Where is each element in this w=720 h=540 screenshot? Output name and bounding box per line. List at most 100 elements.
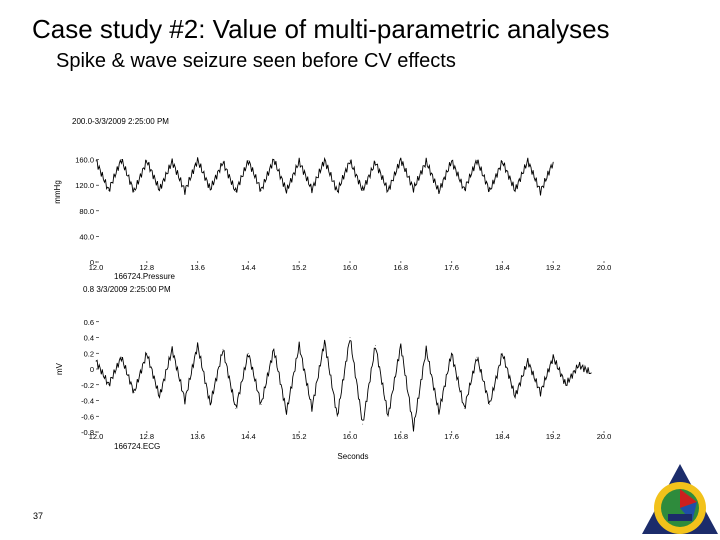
data-point bbox=[273, 159, 275, 161]
data-point bbox=[133, 392, 135, 394]
ecg-chart: 0.8 3/3/2009 2:25:00 PM mV 166724.ECG Secon… bbox=[55, 285, 611, 461]
data-point bbox=[438, 411, 440, 413]
x-tick-label: 14.4 bbox=[241, 263, 256, 272]
x-tick bbox=[146, 431, 148, 433]
society-emblem-icon bbox=[642, 464, 718, 534]
data-point bbox=[222, 161, 224, 163]
x-tick bbox=[400, 431, 402, 433]
x-tick bbox=[552, 261, 554, 263]
pressure-chart: 200.0-3/3/2009 2:25:00 PM mmHg 166724.Pres… bbox=[53, 117, 611, 281]
data-point bbox=[463, 189, 465, 191]
data-point bbox=[336, 415, 338, 417]
data-point bbox=[425, 161, 427, 162]
data-point bbox=[286, 190, 287, 192]
x-tick-label: 17.6 bbox=[444, 432, 459, 441]
x-tick-label: 19.2 bbox=[546, 263, 561, 272]
data-point bbox=[235, 191, 237, 193]
data-point bbox=[95, 160, 97, 162]
data-point bbox=[108, 384, 110, 386]
data-point bbox=[260, 404, 262, 405]
x-tick-label: 20.0 bbox=[597, 263, 612, 272]
data-point bbox=[197, 344, 199, 346]
data-point bbox=[121, 159, 122, 161]
x-tick bbox=[197, 261, 199, 263]
x-tick-label: 14.4 bbox=[241, 432, 256, 441]
x-tick bbox=[501, 431, 503, 433]
x-tick-label: 18.4 bbox=[495, 432, 510, 441]
data-point bbox=[565, 384, 567, 386]
data-point bbox=[387, 415, 389, 417]
x-tick-label: 12.8 bbox=[139, 263, 154, 272]
slide-title: Case study #2: Value of multi-parametric… bbox=[32, 14, 610, 44]
y-tick-label: 120.0 bbox=[75, 181, 94, 190]
x-tick bbox=[298, 431, 300, 433]
data-point bbox=[552, 161, 554, 163]
data-point bbox=[552, 356, 554, 358]
data-point bbox=[349, 160, 351, 162]
data-point bbox=[578, 364, 579, 366]
logo-segment-red bbox=[680, 489, 697, 508]
data-point bbox=[171, 348, 173, 350]
x-tick bbox=[349, 431, 351, 433]
y-tick-label: 0 bbox=[90, 258, 94, 267]
data-point bbox=[222, 348, 224, 350]
y-tick-label: -0.4 bbox=[81, 397, 94, 406]
data-point bbox=[286, 411, 287, 413]
data-point bbox=[209, 404, 211, 405]
x-tick-label: 12.0 bbox=[89, 432, 104, 441]
x-tick bbox=[197, 431, 199, 433]
data-point bbox=[438, 191, 440, 193]
x-tick bbox=[298, 261, 300, 263]
data-point bbox=[502, 161, 503, 162]
logo-segment-blue bbox=[680, 502, 697, 522]
x-tick-label: 19.2 bbox=[546, 432, 561, 441]
trace-line bbox=[95, 156, 554, 196]
data-point bbox=[324, 341, 325, 342]
logo-banner bbox=[668, 514, 692, 521]
y-tick-label: 40.0 bbox=[79, 232, 94, 241]
data-point bbox=[514, 396, 516, 397]
data-point bbox=[159, 396, 160, 397]
x-tick-label: 20.0 bbox=[597, 432, 612, 441]
y-tick-label: 80.0 bbox=[79, 207, 94, 216]
x-tick-label: 18.4 bbox=[495, 263, 510, 272]
data-point bbox=[184, 190, 186, 192]
channel-label: 166724.ECG bbox=[114, 442, 160, 451]
x-tick bbox=[146, 261, 148, 263]
data-point bbox=[527, 360, 529, 362]
data-point bbox=[197, 159, 199, 161]
x-tick-label: 15.2 bbox=[292, 432, 307, 441]
data-point bbox=[336, 191, 338, 193]
data-point bbox=[146, 352, 148, 354]
y-tick-label: 0 bbox=[90, 365, 94, 374]
data-point bbox=[260, 189, 262, 191]
page-number: 37 bbox=[33, 511, 44, 521]
y-tick-label: 0.2 bbox=[84, 349, 94, 358]
chart-header: 0.8 3/3/2009 2:25:00 PM bbox=[83, 285, 171, 294]
data-point bbox=[514, 189, 516, 191]
x-tick-label: 12.0 bbox=[89, 263, 104, 272]
data-point bbox=[400, 344, 402, 346]
data-point bbox=[248, 160, 249, 162]
data-point bbox=[375, 161, 376, 163]
x-tick-label: 13.6 bbox=[190, 263, 205, 272]
x-tick bbox=[451, 431, 453, 433]
data-point bbox=[298, 161, 300, 162]
data-point bbox=[476, 356, 478, 358]
x-tick-label: 16.0 bbox=[343, 432, 358, 441]
x-tick bbox=[95, 261, 97, 263]
data-point bbox=[298, 344, 300, 346]
data-point bbox=[184, 400, 186, 401]
x-tick-label: 16.0 bbox=[343, 263, 358, 272]
y-axis-label: mmHg bbox=[53, 180, 62, 204]
x-tick bbox=[552, 431, 554, 433]
data-point bbox=[311, 189, 313, 191]
slide-subtitle: Spike & wave seizure seen before CV effe… bbox=[56, 50, 456, 72]
x-tick bbox=[95, 431, 97, 433]
data-point bbox=[451, 160, 452, 162]
y-tick-label: 160.0 bbox=[75, 156, 94, 165]
x-tick-label: 13.6 bbox=[190, 432, 205, 441]
data-point bbox=[502, 352, 503, 354]
x-tick-label: 16.8 bbox=[393, 263, 408, 272]
